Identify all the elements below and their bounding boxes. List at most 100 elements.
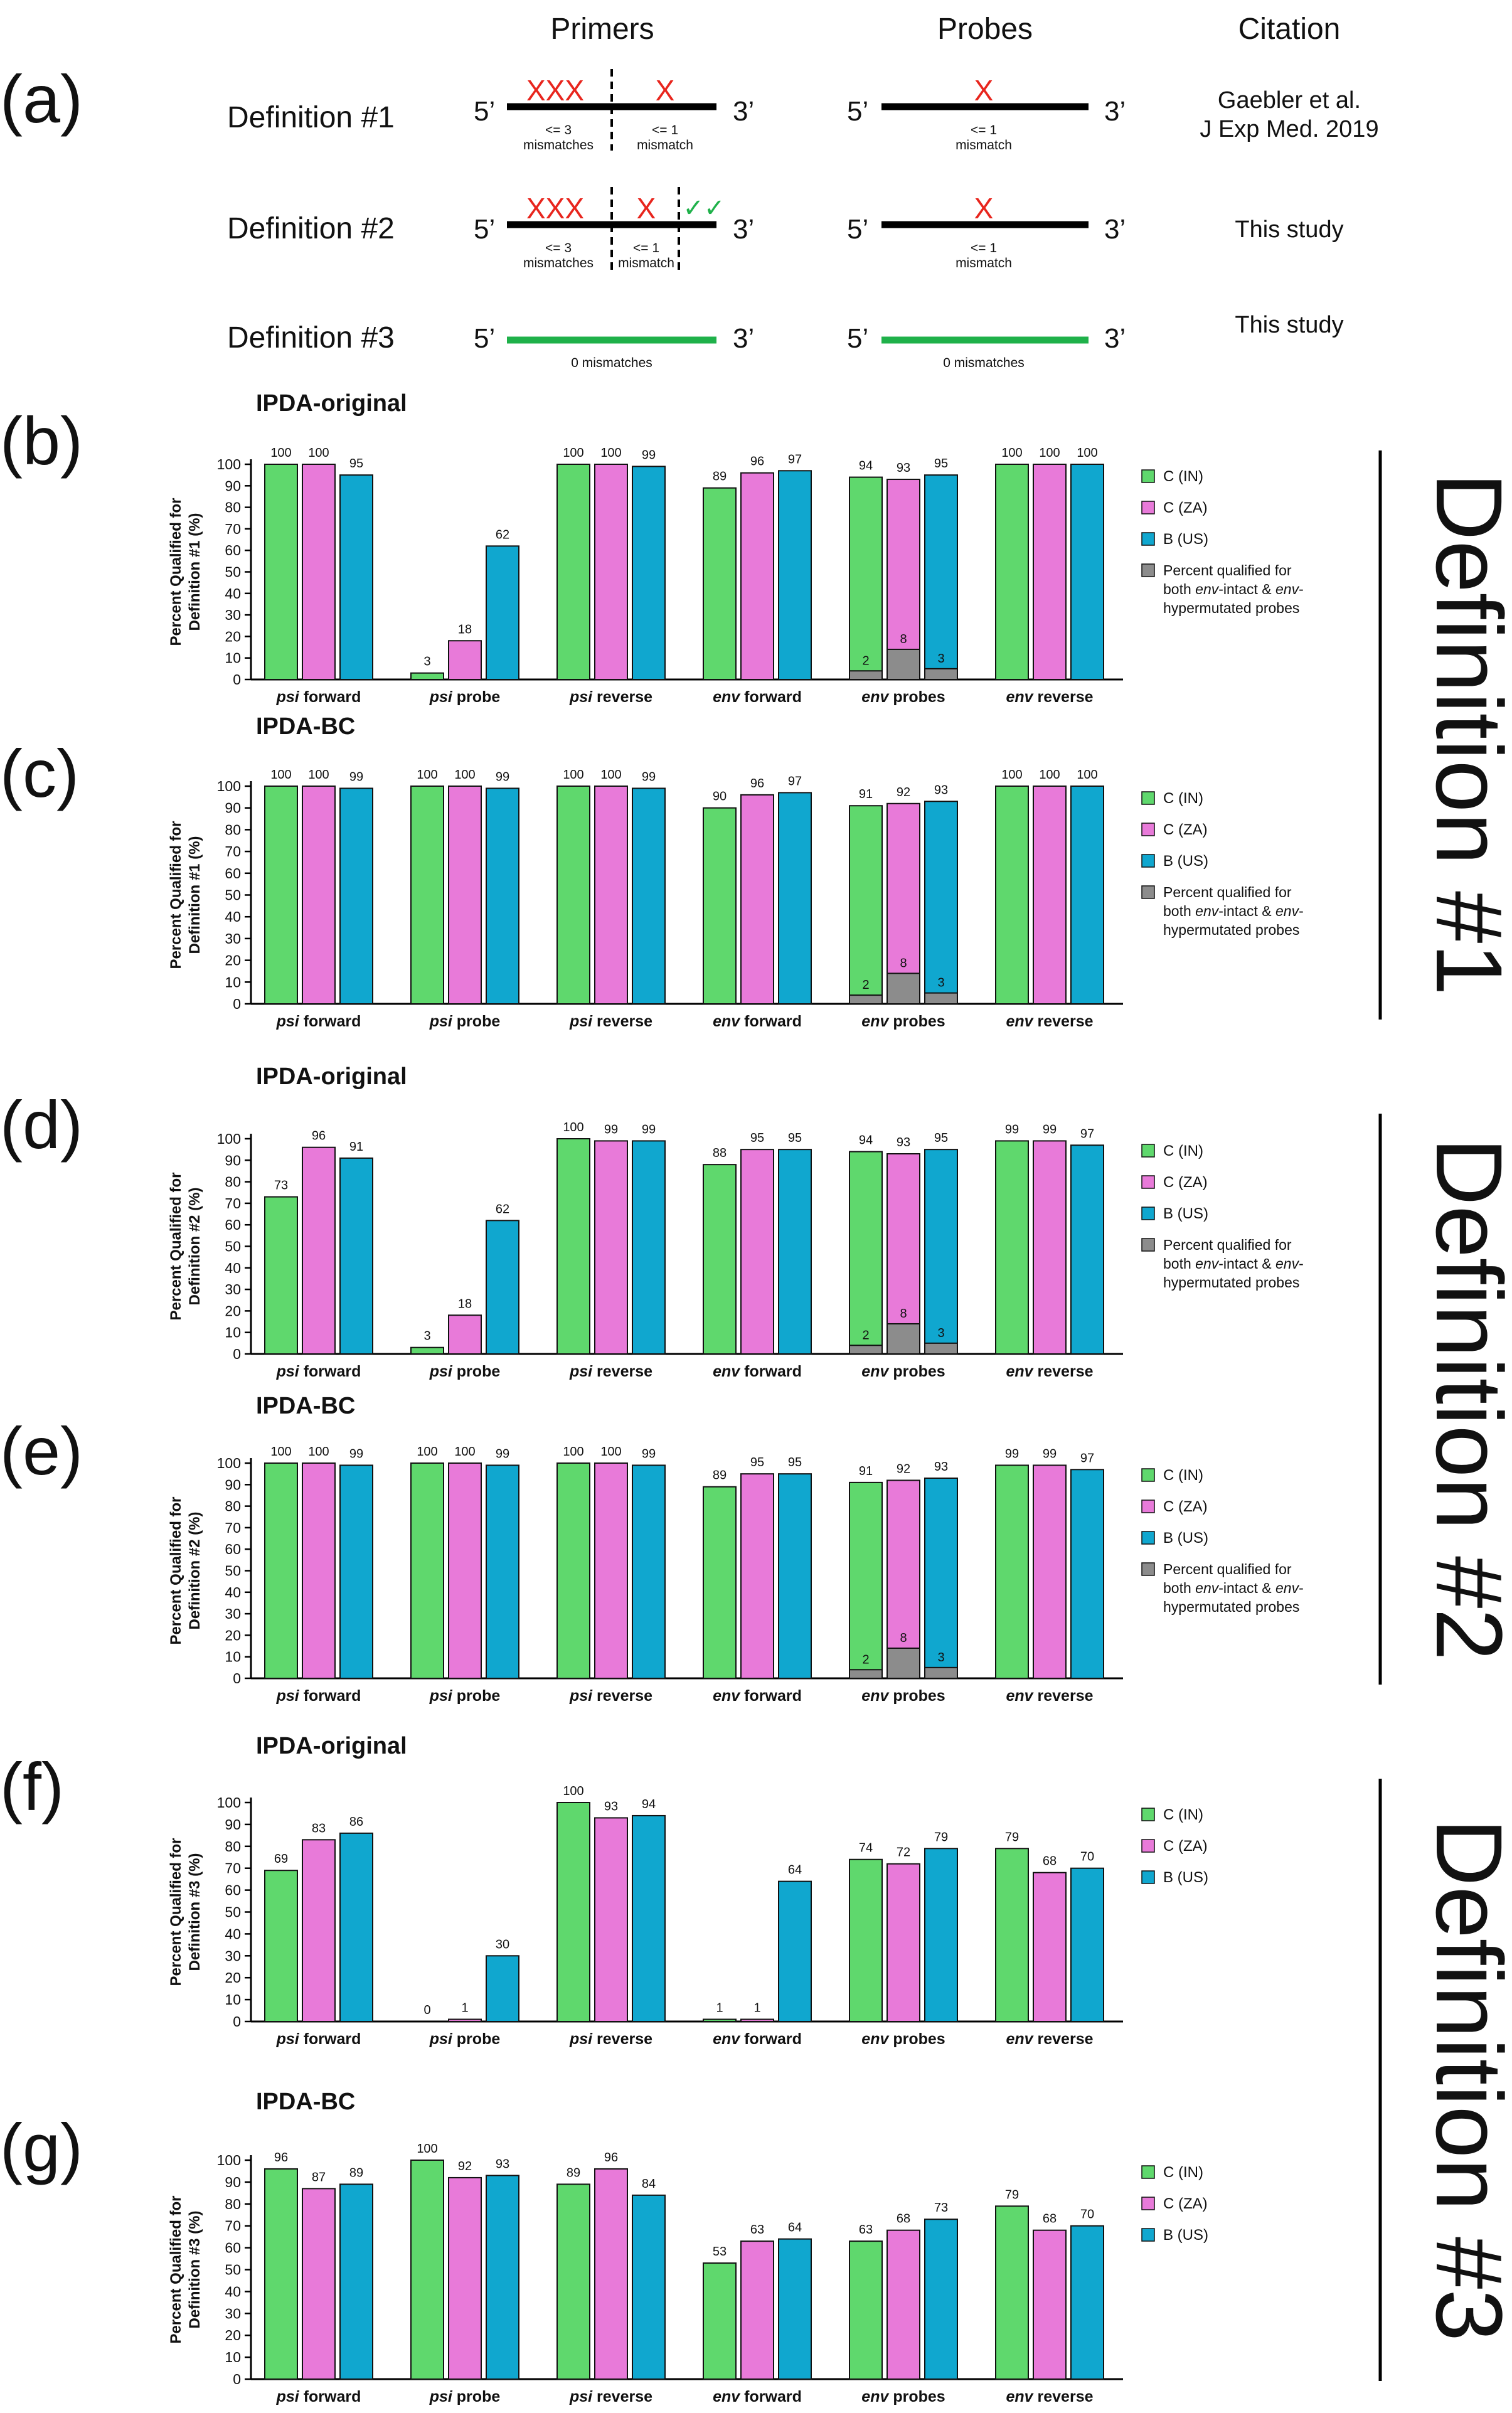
side-label-definition-1: Definition #1 (1378, 450, 1512, 1020)
y-tick-label: 40 (225, 1584, 241, 1601)
bar-value-label: 92 (897, 786, 910, 799)
citation-line1: This study (1235, 312, 1343, 338)
bar-c-in- (556, 1802, 590, 2022)
bar-c-za- (740, 794, 774, 1004)
left-note-line1: <= 3 (545, 241, 572, 255)
legend-label: B (US) (1163, 1530, 1208, 1547)
y-axis-label-line2: Definition #1 (%) (186, 513, 203, 631)
chart-panel-g: (g) IPDA-BC Percent Qualified for Definitio… (0, 2089, 1208, 2405)
y-axis-label-line1: Percent Qualified for (168, 2195, 184, 2343)
y-tick-label: 90 (225, 2174, 241, 2190)
bar-value-label: 96 (750, 777, 764, 791)
x-tick-label: psi reverse (569, 1363, 652, 1380)
mid-note-line2: mismatch (637, 138, 693, 152)
legend-label: C (ZA) (1163, 2195, 1208, 2212)
bar-value-label: 97 (788, 452, 802, 466)
bar-value-label: 100 (1039, 446, 1060, 460)
bar-value-label: 94 (859, 1134, 873, 1148)
bar-c-in- (410, 2160, 444, 2380)
legend-swatch (1141, 469, 1155, 483)
legend-swatch (1141, 1238, 1155, 1252)
chart-title: IPDA-BC (256, 1393, 355, 1419)
bar-value-label: 90 (713, 790, 727, 804)
bar-value-label: 99 (349, 1447, 363, 1461)
overlap-value-label: 2 (862, 1328, 869, 1342)
legend-label: Percent qualified for both env-intact & e… (1163, 562, 1304, 616)
x-tick-label: env forward (713, 1363, 802, 1380)
y-tick-label: 50 (225, 2262, 241, 2278)
bar-value-label: 91 (859, 787, 873, 801)
bar-value-label: 68 (897, 2212, 910, 2226)
bar-value-label: 99 (642, 448, 656, 462)
definition-1-row: Definition #1 5’ 3’ XXX X <= 3 mismatche… (227, 69, 1379, 152)
y-axis-label-line1: Percent Qualified for (168, 1838, 184, 1986)
bar-c-in- (849, 2240, 883, 2380)
y-tick-label: 90 (225, 1816, 241, 1833)
y-axis-label-line1: Percent Qualified for (168, 821, 184, 969)
x-tick-label: psi reverse (569, 2388, 652, 2405)
legend-swatch (1141, 1562, 1155, 1576)
legend-swatch (1141, 1468, 1155, 1482)
y-tick-label: 10 (225, 1324, 241, 1341)
x-tick-label: env probes (861, 2030, 945, 2048)
bar-b-us- (632, 466, 666, 680)
y-axis-label-line1: Percent Qualified for (168, 1172, 184, 1320)
bar-c-in- (995, 1140, 1029, 1355)
bar-c-za- (594, 1140, 628, 1355)
legend-label: C (IN) (1163, 1143, 1203, 1159)
y-tick-label: 70 (225, 521, 241, 537)
bar-value-label: 93 (496, 2157, 509, 2171)
bar-overlap (886, 648, 920, 680)
side-label-text: Definition #3 (1417, 1818, 1512, 2341)
definition-2-label: Definition #2 (227, 212, 395, 245)
x-tick-label: env forward (713, 2388, 802, 2405)
bar-c-in- (995, 1848, 1029, 2023)
legend-label: C (ZA) (1163, 499, 1208, 516)
y-tick-label: 30 (225, 1606, 241, 1622)
bar-value-label: 100 (563, 446, 583, 460)
bar-overlap (924, 668, 958, 680)
y-tick-label: 90 (225, 477, 241, 494)
bar-value-label: 100 (600, 1445, 621, 1459)
bar-value-label: 93 (934, 1460, 948, 1474)
x-tick-label: env forward (713, 688, 802, 706)
bar-c-za- (302, 1146, 336, 1355)
y-tick-label: 80 (225, 821, 241, 838)
overlap-value-label: 8 (900, 956, 907, 970)
bar-value-label: 99 (642, 1447, 656, 1461)
bar-c-za- (1033, 786, 1067, 1004)
bar-value-label: 79 (934, 1830, 948, 1844)
y-axis-label-line1: Percent Qualified for (168, 1496, 184, 1644)
bar-value-label: 100 (308, 446, 329, 460)
legend-label: C (ZA) (1163, 1174, 1208, 1191)
bar-b-us- (632, 1140, 666, 1355)
bar-c-in- (849, 1151, 883, 1355)
bar-value-label: 100 (1077, 768, 1097, 782)
bar-b-us- (339, 474, 373, 681)
y-tick-label: 100 (217, 1455, 241, 1471)
y-tick-label: 90 (225, 1476, 241, 1493)
bar-overlap (886, 1323, 920, 1355)
bar-value-label: 97 (1080, 1127, 1094, 1141)
bar-value-label: 100 (563, 1784, 583, 1798)
legend-label: Percent qualified for both env-intact & e… (1163, 884, 1304, 938)
y-tick-label: 20 (225, 2327, 241, 2343)
legend-swatch (1141, 1206, 1155, 1220)
bar-b-us- (339, 787, 373, 1004)
bar-value-label: 73 (934, 2201, 948, 2215)
bar-c-in- (410, 672, 444, 680)
bar-c-za- (448, 640, 482, 681)
side-label-text: Definition #2 (1417, 1137, 1512, 1661)
y-tick-label: 50 (225, 1904, 241, 1920)
bar-value-label: 100 (417, 768, 437, 782)
bar-b-us- (1070, 2225, 1104, 2380)
bar-overlap (849, 1669, 883, 1680)
bar-value-label: 93 (897, 1136, 910, 1149)
bar-overlap (924, 1342, 958, 1355)
bar-c-in- (849, 1858, 883, 2022)
y-tick-label: 20 (225, 1969, 241, 1986)
chart-panel-e: (e) IPDA-BC Percent Qualified for Definitio… (0, 1393, 1304, 1705)
bar-value-label: 96 (604, 2151, 618, 2165)
y-tick-label: 10 (225, 974, 241, 990)
y-tick-label: 0 (233, 2013, 241, 2030)
